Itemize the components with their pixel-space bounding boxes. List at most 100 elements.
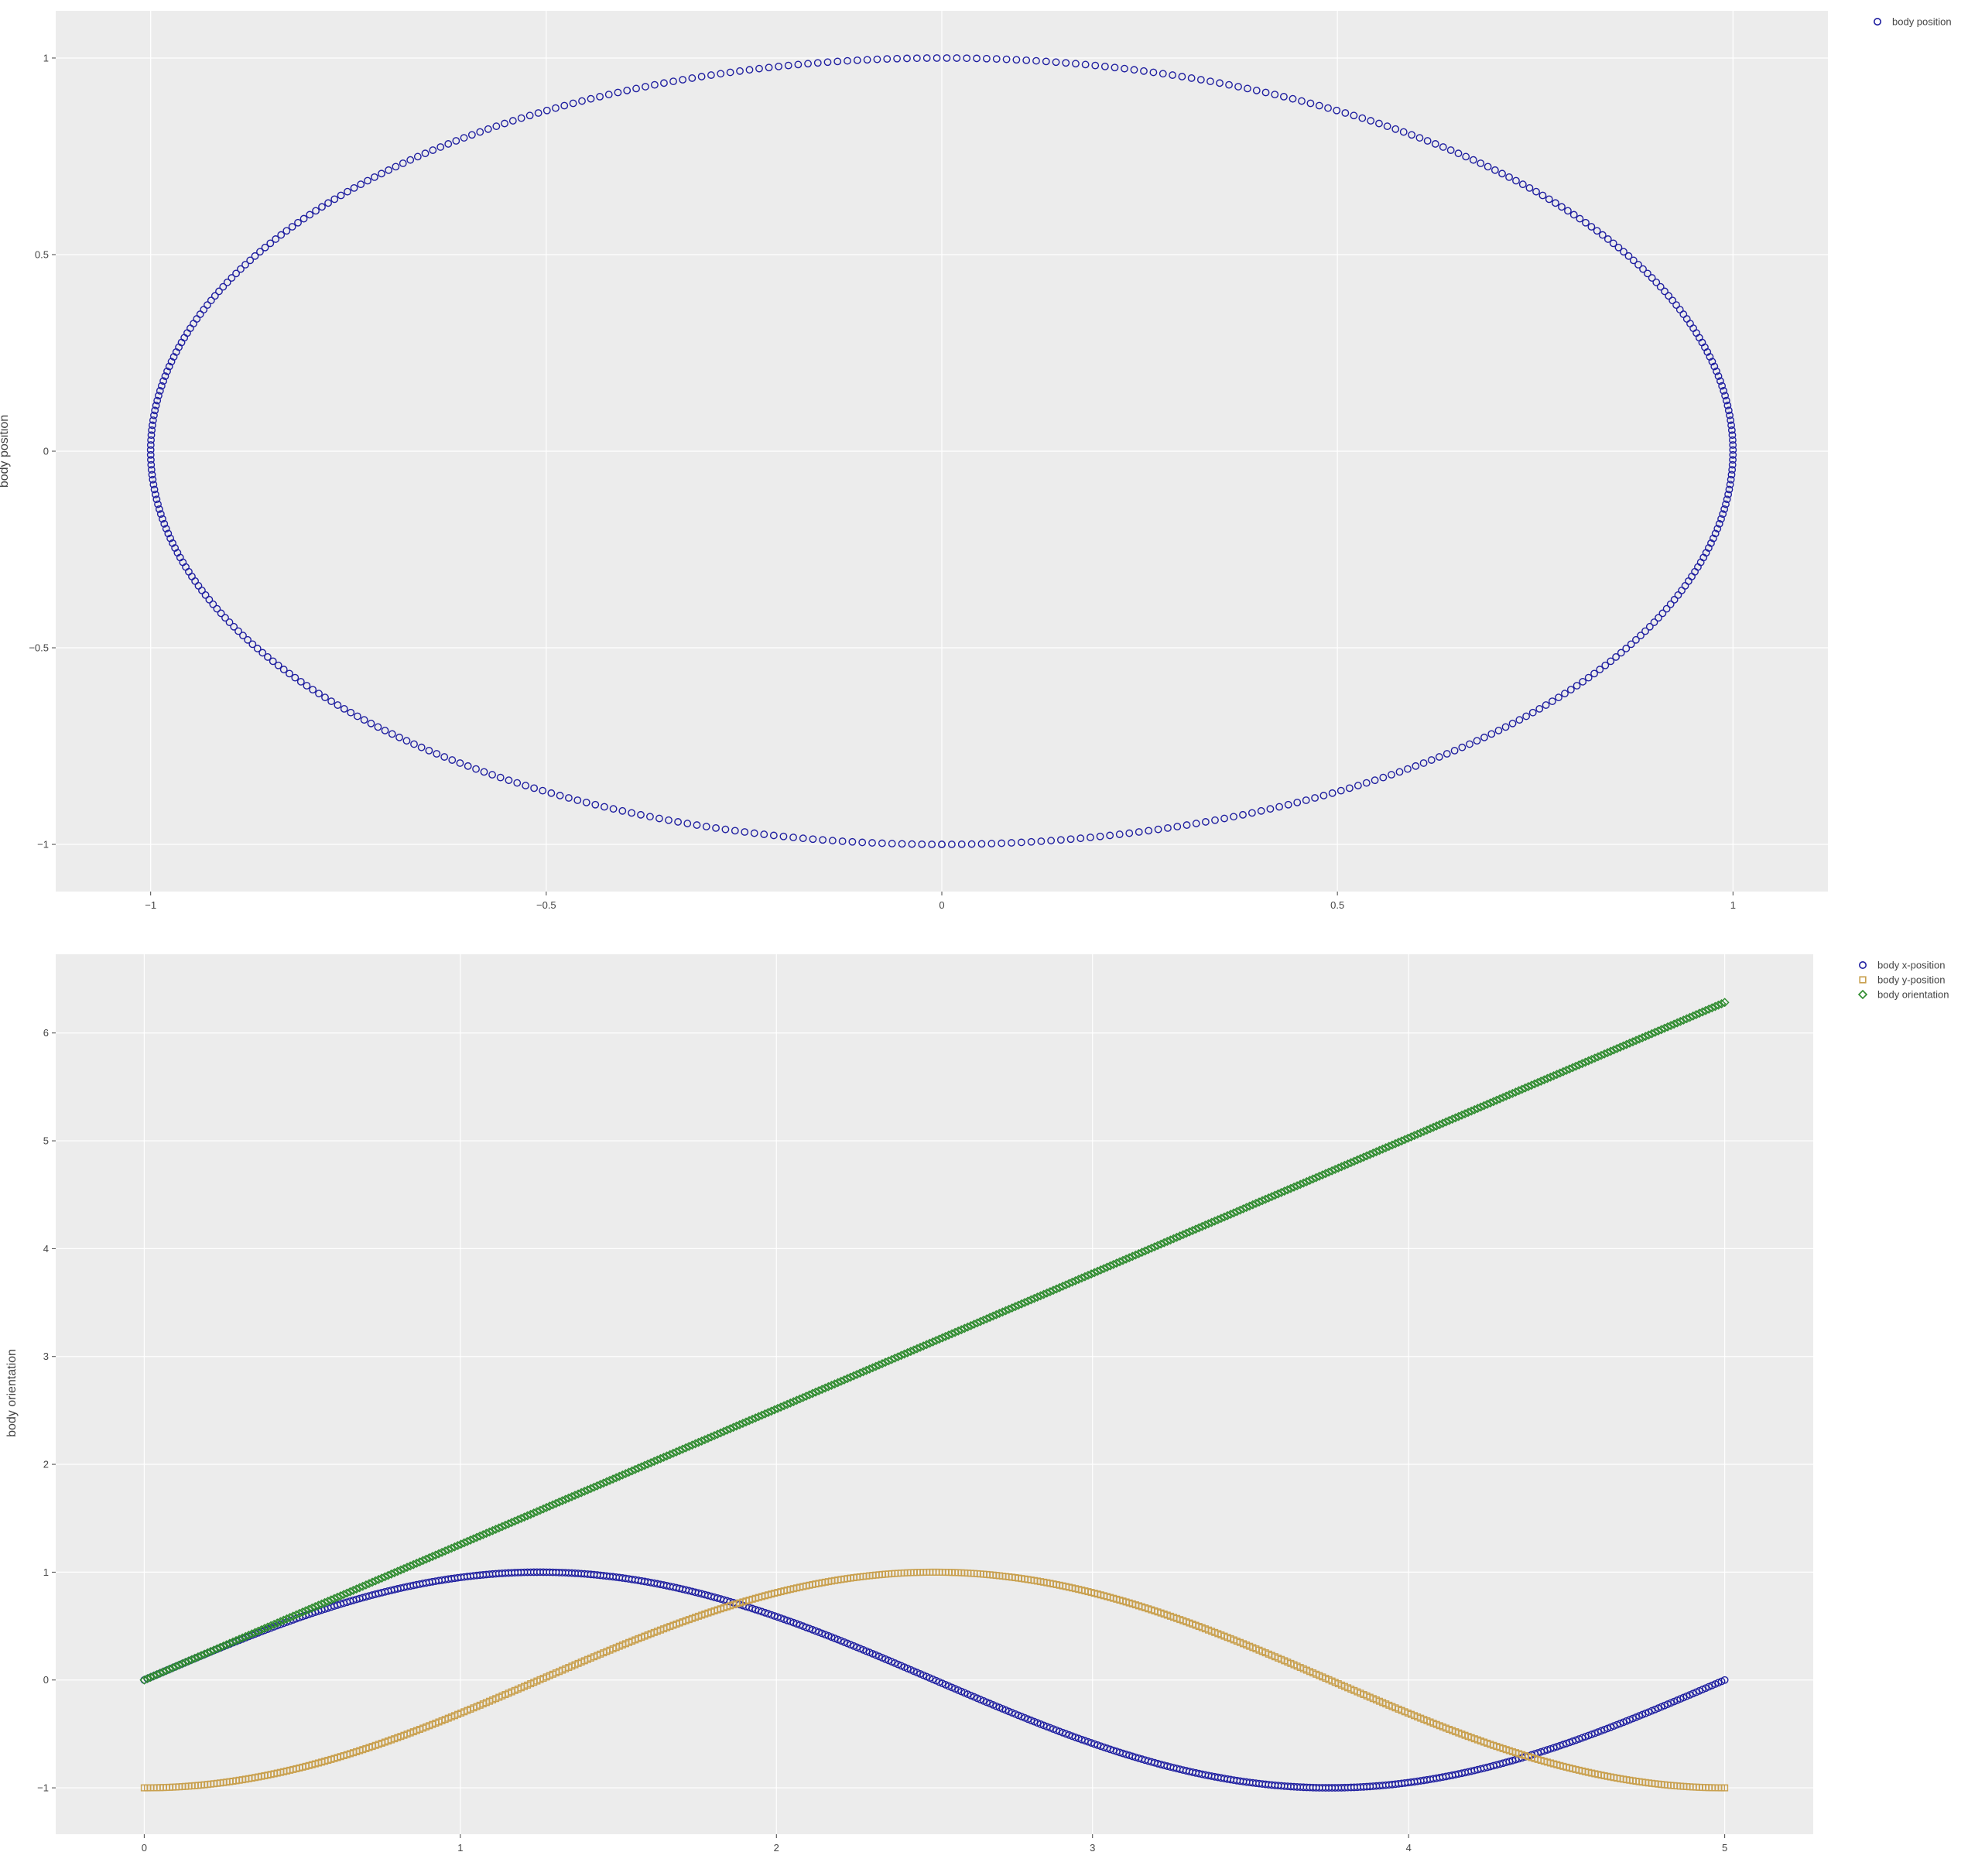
data-point [1115,830,1124,838]
data-point [1130,66,1138,74]
data-point [501,119,508,128]
data-point [1308,1174,1318,1184]
data-point [167,358,176,366]
y-tick-label: −1 [37,1782,49,1794]
data-point [864,1364,874,1374]
data-point [307,1603,317,1613]
data-point [334,701,342,709]
data-point [364,1579,374,1589]
data-point [1225,80,1233,89]
y-axis-title: body orientation [5,1349,19,1437]
data-point [969,1320,979,1330]
legend[interactable]: body x-position body y-position body orien… [1857,960,1949,1001]
data-point [1721,1784,1729,1792]
data-point [601,1477,611,1487]
data-point [1443,750,1451,758]
data-point [187,1655,197,1665]
legend-item[interactable]: body y-position [1859,974,1945,986]
data-point [811,1387,821,1397]
data-point [1545,1072,1556,1082]
data-point [1555,1068,1565,1078]
data-point [1498,1093,1508,1103]
data-point [1504,1090,1515,1100]
data-point [586,1484,596,1494]
data-point [690,1439,700,1449]
data-point [218,1641,228,1651]
data-point [154,500,162,508]
data-point [1593,227,1601,235]
data-point [1324,1167,1334,1177]
data-point [1118,1255,1128,1265]
data-point [817,1385,827,1395]
data-point [464,762,472,770]
data-point [519,1512,529,1522]
data-point [1367,117,1375,125]
data-point [636,1462,646,1472]
data-point [853,56,861,64]
data-point [1439,143,1447,151]
legend-item[interactable]: body position [1874,16,1952,28]
data-point [871,1361,881,1371]
data-point [166,534,175,543]
data-point [1105,1261,1115,1271]
data-point [1725,485,1734,494]
data-point [238,1633,248,1643]
data-point [1655,614,1662,622]
data-point [1169,71,1177,79]
data-point [1713,1000,1723,1010]
data-point [453,1541,463,1551]
data-point [492,122,501,131]
data-point [1427,756,1436,764]
data-point [947,840,956,848]
data-point [241,1631,251,1642]
data-point [342,1588,352,1598]
data-point [828,837,837,845]
data-point [1501,1091,1511,1101]
legend-item[interactable]: body x-position [1859,960,1946,971]
data-point [228,1637,238,1647]
data-point [1365,1149,1375,1159]
data-point [902,1347,912,1357]
data-point [347,708,355,717]
data-point [433,750,441,758]
data-point [234,627,242,635]
x-tick-label: −1 [145,899,156,911]
data-point [905,1347,916,1357]
data-point [1473,737,1481,745]
data-point [1447,1114,1457,1125]
data-point [421,149,430,158]
data-point [819,836,827,844]
data-point [152,495,161,504]
data-point [1562,1065,1571,1075]
legend-label: body x-position [1877,960,1945,971]
data-point [1100,62,1109,70]
data-point [1522,712,1531,721]
data-point [937,1333,947,1343]
data-point [1188,1226,1198,1236]
data-point [1042,57,1050,66]
legend-item[interactable]: body orientation [1857,989,1949,1001]
data-point [198,587,206,594]
data-point [437,1547,447,1557]
data-point [609,805,618,813]
data-point [147,436,155,444]
data-point [883,55,892,63]
data-point [1073,1275,1083,1285]
data-point [578,97,586,105]
data-point [239,632,247,640]
data-point [1341,109,1350,117]
data-point [741,828,749,836]
data-point [1383,122,1391,131]
data-point [299,214,308,223]
data-point [1306,99,1315,108]
data-point [1720,998,1730,1008]
data-point [1121,64,1128,73]
data-point [264,653,272,661]
data-point [1135,828,1143,836]
data-point [760,830,768,838]
data-point [665,816,673,824]
legend[interactable]: body position [1874,16,1952,28]
data-point [1727,426,1736,434]
data-point [1714,372,1723,380]
